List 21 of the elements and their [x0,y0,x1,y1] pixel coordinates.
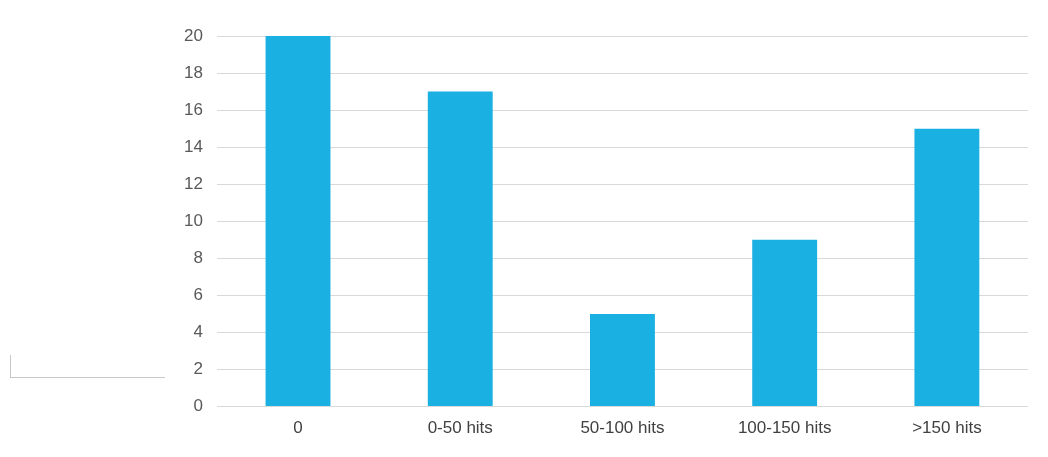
x-tick-label: 0 [293,418,303,438]
y-tick-label: 20 [183,25,203,45]
y-tick-label: 12 [183,173,203,193]
y-tick-label: 18 [183,62,203,82]
x-tick-label: >150 hits [912,418,982,438]
y-tick-label: 4 [193,322,203,342]
y-tick-label: 2 [193,359,203,379]
x-tick-label: 50-100 hits [580,418,665,438]
bar [265,36,331,407]
y-tick-label: 8 [193,248,203,268]
y-tick-label: 10 [183,210,203,230]
bar [752,239,818,407]
y-tick-label: 16 [183,99,203,119]
y-tick-label: 0 [193,396,203,416]
bar [590,313,655,407]
x-tick-label: 0-50 hits [427,418,493,438]
y-tick-label: 14 [183,136,203,156]
bar [914,128,980,407]
y-tick-label: 6 [193,285,203,305]
x-tick-label: 100-150 hits [737,418,832,438]
bar [427,91,493,407]
